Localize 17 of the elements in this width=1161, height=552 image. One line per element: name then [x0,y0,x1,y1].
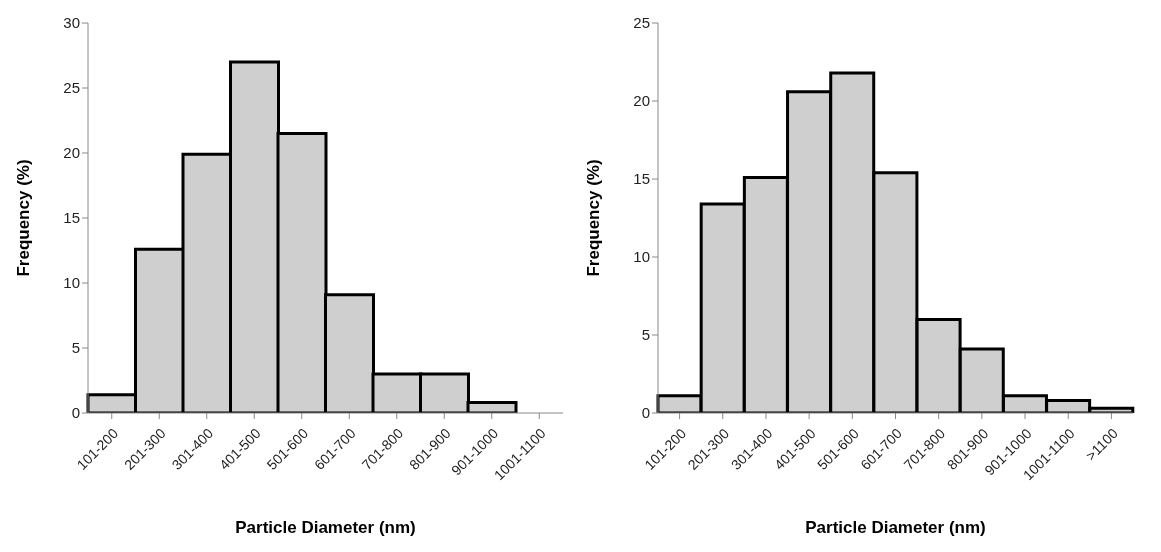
y-tick-label: 0 [641,404,650,422]
y-tick-label: 0 [71,404,80,422]
y-tick-label: 20 [633,92,650,110]
y-tick-label: 10 [633,248,650,266]
y-tick-label: 15 [633,170,650,188]
y-tick-label: 5 [71,339,80,357]
y-tick-label: 15 [63,209,80,227]
y-axis-title: Frequency (%) [14,159,34,277]
y-tick-label: 25 [63,79,80,97]
y-tick-label: 20 [63,144,80,162]
x-axis-title: Particle Diameter (nm) [805,518,986,537]
y-tick-label: 30 [63,14,80,32]
y-tick-label: 10 [63,274,80,292]
x-axis-title: Particle Diameter (nm) [235,518,416,537]
y-tick-label: 25 [633,14,650,32]
y-tick-label: 5 [641,326,650,344]
y-axis-title: Frequency (%) [584,159,604,277]
